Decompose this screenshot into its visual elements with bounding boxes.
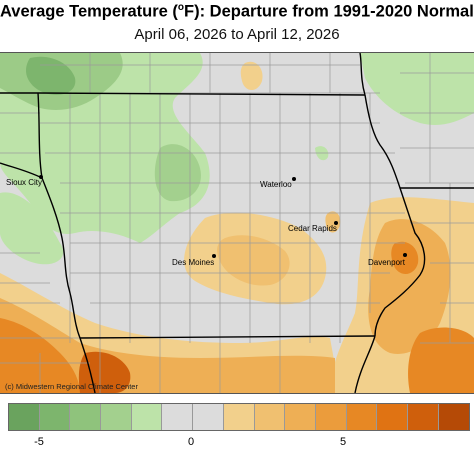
legend-swatch-6	[193, 404, 224, 430]
iowa-east-border	[364, 94, 426, 337]
legend-swatch-5	[162, 404, 194, 430]
orange-region-east-dark	[391, 241, 419, 275]
iowa-minnesota-border	[37, 92, 366, 96]
title-prefix: Average Temperature (	[0, 2, 178, 21]
green-shading	[0, 53, 474, 265]
green-region-ne	[360, 53, 474, 125]
iowa-west-border	[37, 92, 81, 339]
legend-tick-5: 5	[339, 436, 347, 448]
legend-swatch-4	[131, 404, 163, 430]
legend-swatch-11	[346, 404, 378, 430]
legend-tick-0: 0	[187, 436, 195, 448]
city-label-davenport: Davenport	[368, 258, 406, 267]
city-dot-waterloo	[292, 177, 296, 181]
color-legend	[8, 403, 471, 431]
legend-tick-minus-5: -5	[34, 436, 44, 448]
green-region-center	[154, 144, 201, 202]
mississippi-north	[359, 53, 366, 96]
cities: Sioux City Waterloo Cedar Rapids Des Moi…	[6, 175, 407, 267]
legend-swatch-1	[39, 404, 71, 430]
mississippi-south	[354, 335, 376, 393]
city-label-sioux-city: Sioux City	[6, 178, 42, 187]
missouri-kansas-border	[79, 337, 96, 393]
city-label-cedar-rapids: Cedar Rapids	[288, 224, 337, 233]
legend-swatch-12	[377, 404, 408, 430]
state-boundaries	[0, 53, 474, 393]
sd-ne-border	[0, 162, 43, 179]
legend-swatch-0	[9, 404, 40, 430]
legend-swatch-7	[223, 404, 255, 430]
green-region-dark	[25, 56, 76, 95]
map-title: Average Temperature (oF): Departure from…	[0, 2, 474, 22]
orange-region-south-deep	[78, 351, 131, 393]
city-label-waterloo: Waterloo	[260, 180, 292, 189]
city-dot-cedar-rapids	[334, 221, 338, 225]
city-dot-davenport	[403, 253, 407, 257]
iowa-south-border	[79, 335, 376, 339]
county-lines	[0, 53, 474, 393]
legend-swatch-9	[285, 404, 316, 430]
legend-swatch-3	[101, 404, 132, 430]
date-range-subtitle: April 06, 2026 to April 12, 2026	[134, 26, 340, 43]
title-suffix: F): Departure from 1991-2020 Normals	[184, 2, 474, 21]
green-region-west	[0, 192, 64, 265]
legend-swatch-10	[315, 404, 347, 430]
city-dot-sioux-city	[39, 175, 43, 179]
legend-swatch-2	[70, 404, 102, 430]
city-dot-des-moines	[212, 254, 216, 258]
map-credit: (c) Midwestern Regional Climate Center	[5, 382, 138, 391]
orange-spot-cedar	[325, 211, 341, 233]
degree-symbol: o	[177, 2, 185, 13]
orange-region-southeast-deep	[408, 327, 474, 393]
map-panel: Sioux City Waterloo Cedar Rapids Des Moi…	[0, 52, 474, 394]
temperature-departure-map: Sioux City Waterloo Cedar Rapids Des Moi…	[0, 53, 474, 393]
legend-swatch-13	[407, 404, 439, 430]
city-label-des-moines: Des Moines	[172, 258, 214, 267]
legend-swatch-8	[254, 404, 286, 430]
legend-swatch-14	[438, 404, 470, 430]
orange-spot-north	[240, 61, 263, 90]
